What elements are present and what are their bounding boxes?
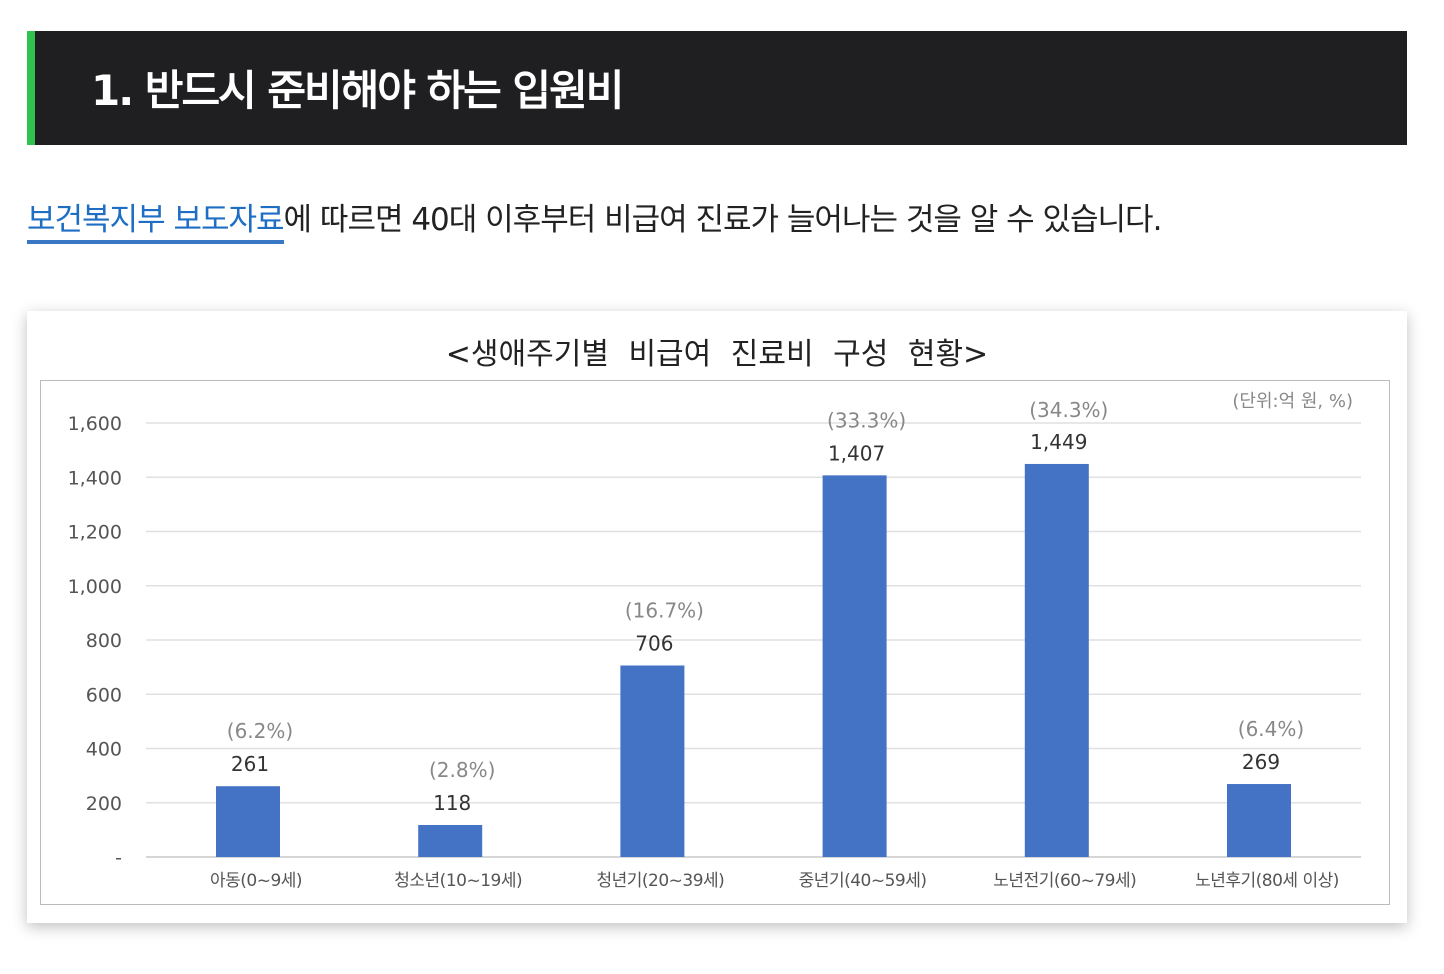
value-label: 1,407 (828, 441, 885, 465)
value-label: 1,449 (1030, 430, 1087, 454)
category-label: 청년기(20~39세) (596, 871, 724, 891)
category-label: 청소년(10~19세) (394, 871, 522, 891)
chart-title: <생애주기별 비급여 진료비 구성 현황> (445, 337, 989, 372)
paragraph-text: 에 따르면 40대 이후부터 비급여 진료가 늘어나는 것을 알 수 있습니다. (283, 202, 1163, 238)
bar (1227, 784, 1291, 857)
percent-label: (6.4%) (1238, 717, 1304, 741)
category-label: 노년후기(80세 이상) (1195, 871, 1339, 891)
bar (418, 824, 483, 857)
y-tick-label: 1,400 (68, 467, 122, 489)
value-label: 261 (231, 752, 269, 776)
y-tick-label: 400 (86, 739, 122, 761)
y-tick-label: 800 (86, 630, 122, 652)
bar (216, 786, 280, 857)
percent-label: (33.3%) (827, 408, 906, 432)
bar-chart: - 200 400 600 800 1,000 1,200 1,400 1,600 (단위:억 원… (68, 391, 1361, 891)
y-tick-label: 1,000 (68, 576, 122, 598)
value-label: 706 (635, 631, 673, 655)
section-heading-bar: 1. 반드시 준비해야 하는 입원비 (27, 31, 1407, 145)
percent-label: (16.7%) (625, 598, 704, 622)
unit-note: (단위:억 원, %) (1232, 391, 1353, 412)
percent-label: (6.2%) (227, 719, 293, 743)
bar (620, 665, 685, 857)
y-tick-label: 1,600 (68, 413, 122, 435)
intro-paragraph: 보건복지부 보도자료에 따르면 40대 이후부터 비급여 진료가 늘어나는 것을… (27, 194, 1163, 244)
percent-label: (34.3%) (1029, 398, 1108, 422)
percent-label: (2.8%) (429, 758, 495, 782)
bar (822, 475, 887, 857)
value-label: 118 (433, 791, 471, 815)
category-label: 아동(0~9세) (210, 871, 302, 891)
value-label: 269 (1242, 750, 1280, 774)
y-tick-label: 1,200 (68, 522, 122, 544)
y-tick-label: 600 (86, 684, 122, 706)
section-heading: 1. 반드시 준비해야 하는 입원비 (91, 66, 624, 115)
y-tick-label: 200 (86, 793, 122, 815)
bar (1024, 463, 1089, 857)
press-release-link[interactable]: 보건복지부 보도자료 (27, 202, 285, 244)
chart-plot-box: - 200 400 600 800 1,000 1,200 1,400 1,600 (단위:억 원… (40, 380, 1390, 905)
category-label: 노년전기(60~79세) (993, 871, 1136, 891)
category-label: 중년기(40~59세) (799, 871, 927, 891)
chart-figure: <생애주기별 비급여 진료비 구성 현황> - 200 400 600 800 1,000… (27, 311, 1407, 923)
y-tick-label: - (115, 847, 122, 869)
